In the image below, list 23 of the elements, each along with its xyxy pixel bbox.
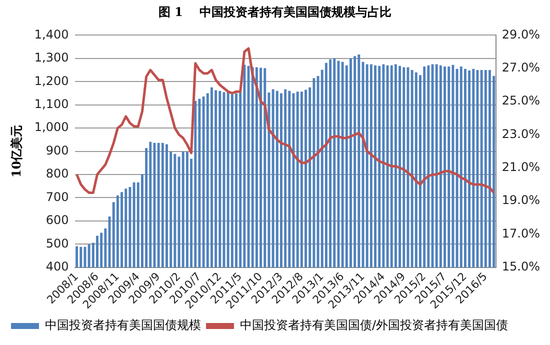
y2-tick-label: 29.0%	[502, 27, 540, 42]
y2-tick-label: 27.0%	[502, 60, 540, 74]
y-tick-label: 1,300	[34, 50, 69, 65]
y-tick-label: 500	[46, 236, 69, 250]
y2-tick-label: 17.0%	[502, 226, 540, 240]
y2-tick-label: 21.0%	[502, 160, 540, 174]
y2-tick-label: 19.0%	[502, 193, 540, 208]
chart-title: 图 1 中国投资者持有美国国债规模与占比	[157, 4, 393, 21]
y2-tick-label: 23.0%	[502, 126, 540, 141]
y-axis-title: 10亿美元	[9, 124, 24, 178]
y-tick-label: 400	[46, 259, 69, 274]
y-tick-label: 600	[46, 213, 69, 228]
y-tick-label: 1,100	[34, 96, 69, 111]
y2-tick-label: 15.0%	[502, 259, 540, 274]
y-tick-label: 700	[46, 190, 69, 204]
y2-tick-label: 25.0%	[502, 94, 540, 108]
y-tick-label: 1,400	[34, 27, 69, 42]
y-tick-label: 900	[46, 143, 69, 158]
y-tick-label: 800	[46, 166, 69, 181]
legend-label: 中国投资者持有美国国债规模	[45, 318, 201, 332]
y-tick-label: 1,200	[34, 74, 69, 88]
legend-label: 中国投资者持有美国国债/外国投资者持有美国国债	[240, 318, 508, 332]
y-tick-label: 1,000	[34, 120, 69, 134]
